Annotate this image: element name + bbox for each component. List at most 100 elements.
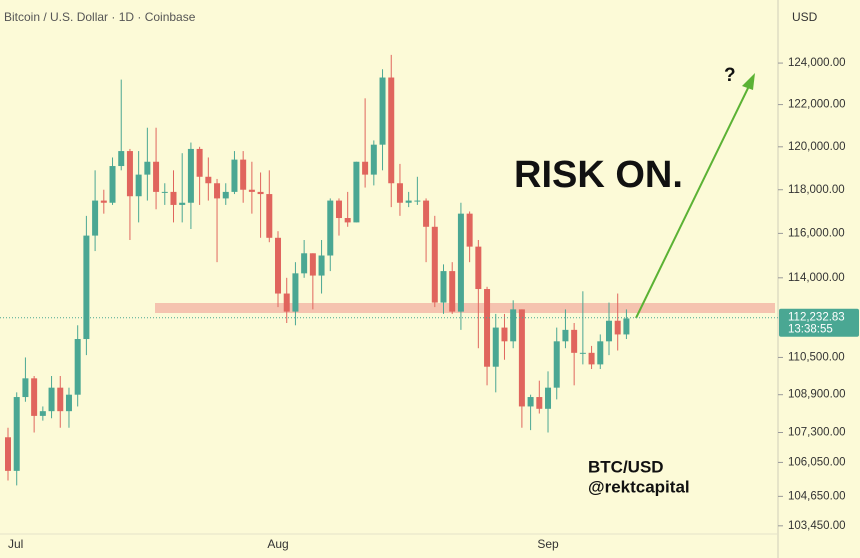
- candle-body: [545, 387, 552, 409]
- candle-body: [92, 200, 99, 236]
- candle-body: [118, 151, 125, 167]
- y-tick-label: 103,450.00: [788, 520, 846, 532]
- candle-body: [457, 213, 464, 312]
- candle-body: [605, 320, 612, 342]
- candle-body: [449, 271, 456, 312]
- candle-body: [396, 183, 403, 203]
- annotation: ?: [724, 65, 736, 86]
- candle-body: [318, 255, 325, 276]
- plot-area: [5, 54, 630, 486]
- candle-body: [292, 273, 299, 312]
- last-price-box: [779, 308, 859, 337]
- candle-body: [301, 253, 308, 274]
- candle-body: [170, 191, 177, 205]
- annotation: @rektcapital: [588, 477, 690, 496]
- y-tick-label: 106,050.00: [788, 456, 846, 468]
- candle-body: [405, 200, 412, 203]
- annotation: RISK ON.: [514, 154, 683, 196]
- y-tick-label: 104,650.00: [788, 490, 846, 502]
- candle-body: [553, 341, 560, 388]
- candle-body: [370, 144, 377, 175]
- resistance-band: [155, 303, 775, 313]
- candle-body: [39, 411, 46, 416]
- candle-body: [327, 200, 334, 256]
- y-tick-label: 114,000.00: [788, 272, 845, 284]
- candle-body: [579, 352, 586, 354]
- candle-body: [31, 378, 38, 416]
- y-tick-label: 108,900.00: [788, 389, 846, 401]
- candle-body: [231, 159, 238, 192]
- candle-body: [222, 191, 229, 199]
- candle-body: [484, 289, 491, 367]
- candle-body: [83, 235, 90, 340]
- x-tick-label: Aug: [267, 537, 288, 551]
- candle-body: [388, 77, 395, 184]
- candle-body: [5, 437, 11, 471]
- candle-body: [623, 318, 630, 335]
- candle-body: [126, 151, 133, 197]
- last-price-time: 13:38:55: [788, 324, 833, 336]
- candle-body: [205, 176, 212, 184]
- candle-body: [475, 246, 482, 290]
- candle-body: [423, 200, 430, 227]
- arrow: [635, 83, 751, 319]
- y-tick-label: 107,300.00: [788, 427, 846, 439]
- candle-body: [353, 161, 360, 223]
- candle-body: [65, 394, 72, 412]
- axis-unit: USD: [792, 10, 818, 24]
- candle-body: [562, 329, 569, 342]
- candle-body: [22, 378, 29, 398]
- candle-body: [153, 161, 160, 192]
- candle-body: [187, 148, 194, 203]
- candle-body: [48, 387, 55, 412]
- candle-body: [536, 397, 543, 409]
- candle-body: [57, 387, 64, 412]
- candle-body: [379, 77, 386, 145]
- candle-body: [179, 202, 186, 205]
- candle-body: [588, 352, 595, 365]
- y-tick-label: 122,000.00: [788, 99, 846, 111]
- candle-body: [309, 253, 316, 276]
- y-tick-label: 124,000.00: [788, 57, 846, 69]
- candle-body: [135, 174, 142, 197]
- arrow-head: [742, 73, 755, 90]
- y-tick-label: 118,000.00: [788, 184, 845, 196]
- candle-body: [161, 191, 168, 193]
- candle-body: [344, 218, 351, 223]
- candle-body: [466, 213, 473, 247]
- y-tick-label: 116,000.00: [788, 227, 845, 239]
- candle-body: [214, 183, 221, 199]
- y-tick-label: 120,000.00: [788, 141, 846, 153]
- annotation: BTC/USD: [588, 457, 664, 476]
- candle-body: [283, 293, 290, 312]
- candle-body: [257, 191, 264, 195]
- candle-body: [501, 327, 508, 342]
- candle-body: [518, 309, 525, 407]
- chart-title: Bitcoin / U.S. Dollar · 1D · Coinbase: [4, 10, 196, 24]
- candle-body: [510, 309, 517, 342]
- candle-body: [527, 397, 534, 407]
- candle-body: [571, 329, 578, 353]
- x-tick-label: Sep: [537, 537, 559, 551]
- candle-body: [275, 237, 282, 294]
- last-price-label: 112,232.83: [788, 312, 845, 324]
- candle-body: [492, 327, 499, 367]
- candle-body: [431, 226, 438, 303]
- x-tick-label: Jul: [8, 537, 23, 551]
- candle-body: [362, 161, 369, 175]
- candle-body: [109, 166, 116, 203]
- candle-body: [13, 397, 20, 471]
- candle-body: [266, 194, 273, 238]
- candle-body: [100, 200, 107, 203]
- candle-body: [597, 341, 604, 365]
- candle-body: [240, 159, 247, 190]
- candle-body: [614, 320, 621, 335]
- candle-body: [440, 271, 447, 303]
- candle-body: [144, 161, 151, 175]
- candle-body: [74, 339, 81, 395]
- candle-body: [248, 189, 255, 192]
- candle-body: [196, 148, 203, 177]
